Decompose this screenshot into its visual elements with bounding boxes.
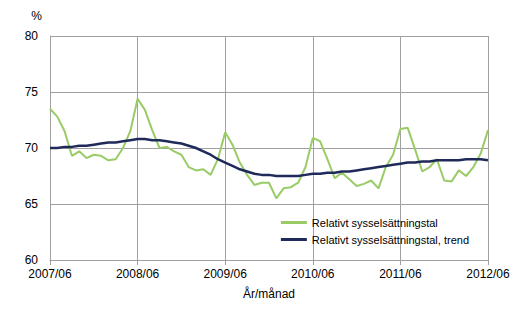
svg-text:År/månad: År/månad <box>243 286 295 301</box>
svg-text:80: 80 <box>25 29 39 43</box>
svg-text:2009/06: 2009/06 <box>204 267 248 281</box>
svg-text:%: % <box>31 9 42 23</box>
svg-text:2011/06: 2011/06 <box>379 267 422 281</box>
svg-text:70: 70 <box>25 141 39 155</box>
svg-text:2012/06: 2012/06 <box>466 267 510 281</box>
svg-text:65: 65 <box>25 197 39 211</box>
svg-text:75: 75 <box>25 85 39 99</box>
svg-text:2007/06: 2007/06 <box>28 267 72 281</box>
svg-text:60: 60 <box>25 253 39 267</box>
svg-text:Relativt sysselsättningstal: Relativt sysselsättningstal <box>312 217 438 229</box>
svg-text:2010/06: 2010/06 <box>291 267 335 281</box>
svg-text:Relativt sysselsättningstal, t: Relativt sysselsättningstal, trend <box>312 234 469 246</box>
svg-text:2008/06: 2008/06 <box>116 267 160 281</box>
